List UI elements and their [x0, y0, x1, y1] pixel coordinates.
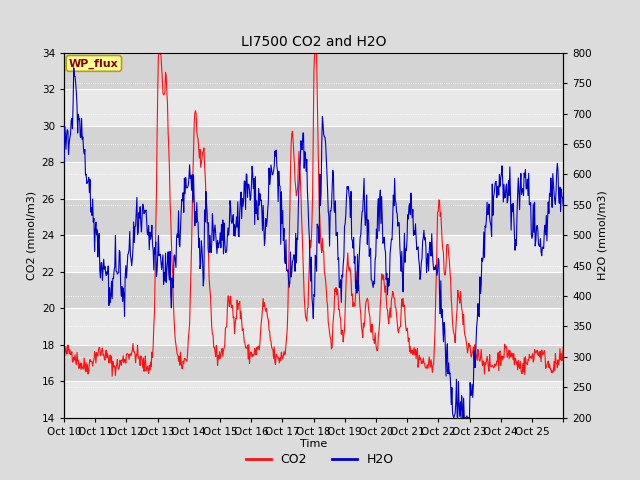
Y-axis label: CO2 (mmol/m3): CO2 (mmol/m3)	[26, 191, 36, 280]
Title: LI7500 CO2 and H2O: LI7500 CO2 and H2O	[241, 35, 387, 49]
X-axis label: Time: Time	[300, 439, 327, 449]
Bar	[64, 308, 563, 345]
Bar	[64, 126, 563, 162]
Bar	[64, 199, 563, 235]
Bar	[64, 345, 563, 381]
Text: WP_flux: WP_flux	[69, 58, 119, 69]
Y-axis label: H2O (mmol/m3): H2O (mmol/m3)	[598, 191, 607, 280]
Bar	[64, 162, 563, 199]
Bar	[64, 272, 563, 308]
Legend: CO2, H2O: CO2, H2O	[241, 448, 399, 471]
Bar	[64, 53, 563, 89]
Bar	[64, 381, 563, 418]
Bar	[64, 89, 563, 126]
Bar	[64, 235, 563, 272]
